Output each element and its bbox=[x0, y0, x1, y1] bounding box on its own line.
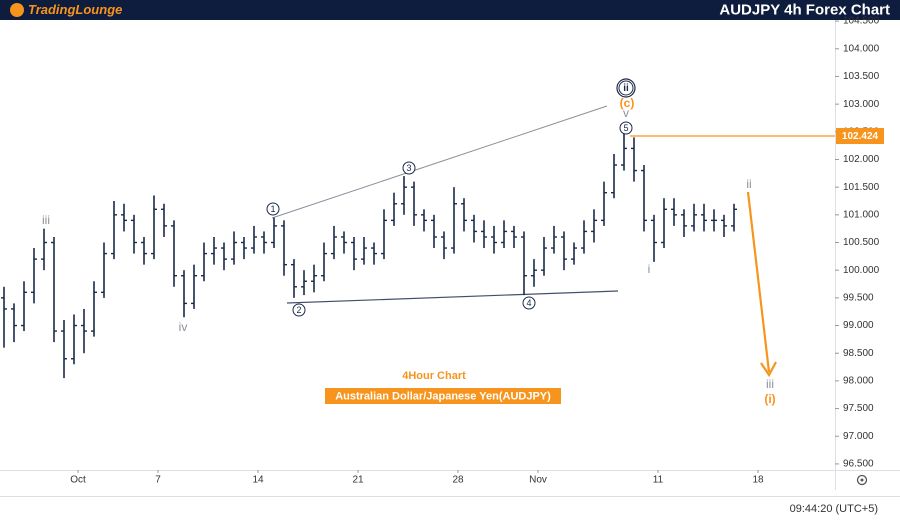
y-tick-label: 97.500 bbox=[843, 403, 874, 414]
wave-circle bbox=[616, 78, 636, 98]
y-tick-label: 101.000 bbox=[843, 209, 880, 220]
wave-circle bbox=[522, 296, 536, 310]
wave-label: ii bbox=[746, 177, 751, 191]
y-tick-label: 99.000 bbox=[843, 320, 874, 331]
x-tick-label: 11 bbox=[653, 475, 664, 486]
wave-label: i bbox=[648, 262, 651, 276]
y-tick-label: 98.000 bbox=[843, 376, 874, 387]
chart-subtitle: 4Hour Chart bbox=[402, 370, 466, 382]
wave-circle bbox=[402, 161, 416, 175]
wave-label: 2 bbox=[296, 305, 301, 315]
x-tick-label: 21 bbox=[352, 475, 364, 486]
y-tick-label: 100.000 bbox=[843, 265, 880, 276]
page-title: AUDJPY 4h Forex Chart bbox=[719, 1, 890, 18]
x-tick-label: 28 bbox=[452, 475, 464, 486]
instrument: Australian Dollar/Japanese Yen(AUDJPY) bbox=[335, 390, 551, 402]
x-tick-label: 14 bbox=[252, 475, 264, 486]
y-tick-label: 101.500 bbox=[843, 182, 880, 193]
wave-circle bbox=[292, 303, 306, 317]
wave-label: (i) bbox=[764, 392, 775, 406]
clock: 09:44:20 (UTC+5) bbox=[790, 503, 878, 515]
projection-arrow bbox=[746, 191, 771, 373]
x-tick-label: Oct bbox=[70, 475, 86, 486]
x-tick-label: Nov bbox=[529, 475, 547, 486]
wave-label: 5 bbox=[623, 123, 628, 133]
lower-trendline bbox=[286, 290, 619, 304]
wave-label: iv bbox=[179, 320, 188, 334]
price-label: 102.424 bbox=[842, 131, 879, 142]
wave-label: 4 bbox=[526, 298, 531, 308]
wave-label: ii bbox=[623, 83, 629, 94]
wave-circle-inner bbox=[618, 80, 634, 96]
y-tick-label: 98.500 bbox=[843, 348, 874, 359]
wave-label: iii bbox=[42, 213, 50, 227]
wave-label: 3 bbox=[406, 163, 411, 173]
header-bar bbox=[0, 0, 900, 20]
wave-label: iii bbox=[766, 377, 774, 391]
wave-label: (c) bbox=[620, 96, 635, 110]
y-tick-label: 102.000 bbox=[843, 154, 880, 165]
y-tick-label: 100.500 bbox=[843, 237, 880, 248]
instrument-box bbox=[325, 388, 561, 404]
projection-arrow-head bbox=[760, 361, 777, 378]
y-tick-label: 97.000 bbox=[843, 431, 874, 442]
upper-trendline bbox=[271, 105, 608, 219]
y-tick-label: 99.500 bbox=[843, 293, 874, 304]
logo: TradingLounge bbox=[28, 2, 122, 17]
y-tick-label: 104.000 bbox=[843, 43, 880, 54]
y-tick-label: 103.000 bbox=[843, 99, 880, 110]
y-tick-label: 96.500 bbox=[843, 459, 874, 470]
settings-icon[interactable] bbox=[856, 474, 868, 486]
x-tick-label: 18 bbox=[752, 475, 764, 486]
y-tick-label: 103.500 bbox=[843, 71, 880, 82]
wave-circle bbox=[266, 202, 280, 216]
y-tick-label: 104.500 bbox=[843, 16, 880, 27]
price-box bbox=[836, 128, 884, 145]
plot bbox=[0, 131, 737, 379]
wave-circle bbox=[619, 121, 633, 135]
logo-icon bbox=[10, 3, 24, 17]
settings-icon-dot bbox=[860, 478, 864, 482]
x-tick-label: 7 bbox=[155, 475, 161, 486]
wave-label: v bbox=[623, 106, 629, 120]
wave-label: 1 bbox=[270, 204, 275, 214]
